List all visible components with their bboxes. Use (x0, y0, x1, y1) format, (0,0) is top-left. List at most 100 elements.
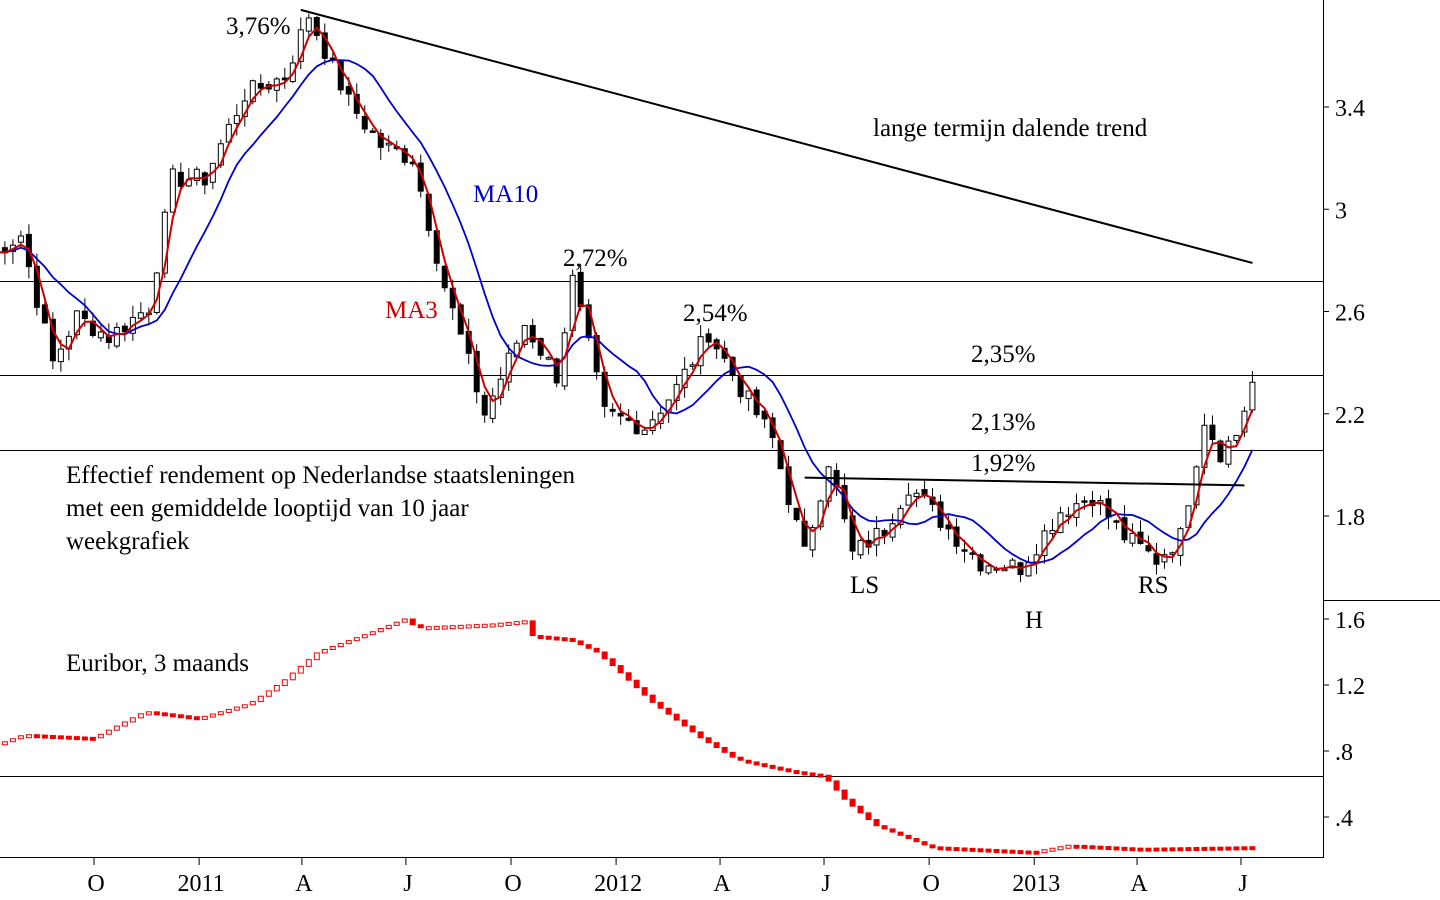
euribor-step (1137, 847, 1144, 852)
euribor-step (321, 648, 328, 654)
euribor-step (1185, 847, 1192, 852)
candle-body (609, 408, 616, 412)
candle-body (385, 142, 392, 146)
euribor-step (1017, 850, 1024, 855)
euribor-tick-label: 1.6 (1335, 608, 1365, 634)
candle-body (945, 524, 952, 530)
candle (201, 171, 208, 195)
euribor-step (1105, 846, 1112, 851)
candle (681, 356, 688, 398)
candle (857, 538, 864, 559)
candle (1017, 561, 1024, 583)
euribor-step (865, 812, 872, 821)
euribor-step (17, 735, 24, 740)
euribor-step (649, 694, 656, 703)
euribor-tick-label: .8 (1335, 740, 1353, 766)
neckline-label: 1,92% (971, 450, 1036, 477)
candles (1, 13, 1256, 583)
euribor-step (1073, 844, 1080, 849)
euribor-step (681, 719, 688, 727)
x-tick-label: 2012 (594, 871, 642, 897)
candle (545, 355, 552, 361)
candle-body (537, 337, 544, 356)
candle (281, 67, 288, 89)
euribor-step (441, 625, 448, 630)
candle (553, 357, 560, 388)
euribor-step (785, 768, 792, 773)
candle-body (1233, 434, 1240, 441)
euribor-step (105, 729, 112, 735)
euribor-step (33, 734, 40, 739)
euribor-step (353, 637, 360, 642)
candle-body (361, 116, 368, 130)
euribor-step (49, 734, 56, 739)
euribor-step (129, 717, 136, 723)
candle (385, 135, 392, 152)
candle-body (177, 171, 184, 187)
euribor-step (457, 624, 464, 629)
trendline-label: lange termijn dalende trend (873, 115, 1148, 142)
euribor-step (161, 712, 168, 717)
euribor-step (913, 837, 920, 843)
candle (905, 482, 912, 506)
euribor-step (1161, 847, 1168, 852)
euribor-step (833, 780, 840, 791)
candle-body (57, 348, 64, 363)
axis-ticks: 3.4 3 2.6 2.2 1.8 1.6 1.2 .8 .4 O 2011 A J O 2012 A J O 20… (87, 96, 1365, 897)
euribor-step (337, 643, 344, 648)
candle-body (81, 310, 88, 320)
euribor-step (289, 672, 296, 681)
candle (361, 105, 368, 134)
euribor-step (705, 737, 712, 744)
euribor-step (721, 746, 728, 753)
x-tick-label: J (821, 871, 830, 897)
candle-body (233, 115, 240, 124)
candle (49, 312, 56, 370)
candle-body (489, 395, 496, 419)
y-tick-label: 2.6 (1335, 301, 1365, 327)
euribor-step (793, 770, 800, 775)
candle-body (1009, 559, 1016, 569)
euribor-step (929, 844, 936, 849)
euribor-step (145, 711, 152, 716)
euribor-step (817, 773, 824, 778)
euribor-step (577, 640, 584, 646)
candle-body (1129, 532, 1136, 544)
ma3-label: MA3 (385, 297, 438, 324)
candle (1129, 523, 1136, 547)
candle-body (857, 539, 864, 556)
candle-body (1217, 440, 1224, 463)
candle (305, 13, 312, 39)
euribor-step (1177, 847, 1184, 852)
candle-body (985, 565, 992, 574)
candle (1217, 439, 1224, 464)
x-tick-label: A (1130, 871, 1148, 897)
candle-body (1041, 530, 1048, 557)
candle-body (1081, 500, 1088, 503)
candle (673, 375, 680, 411)
euribor-step (281, 679, 288, 687)
chart-title-line-1: Effectief rendement op Nederlandse staat… (66, 462, 576, 489)
euribor-step (1153, 847, 1160, 852)
candle (193, 166, 200, 186)
candle (1249, 371, 1256, 413)
euribor-step (961, 847, 968, 852)
euribor-step (273, 685, 280, 692)
candle (705, 328, 712, 347)
candle (529, 318, 536, 349)
candle-body (377, 133, 384, 148)
candle (1041, 524, 1048, 564)
euribor-step (177, 714, 184, 719)
euribor-step (969, 847, 976, 852)
euribor-step (713, 742, 720, 748)
level-label-213: 2,13% (971, 409, 1036, 436)
euribor-step (905, 834, 912, 839)
candle-body (577, 271, 584, 308)
euribor-step (481, 623, 488, 628)
euribor-step (641, 687, 648, 696)
candle (297, 17, 304, 70)
peak-label-2: 2,72% (563, 245, 628, 272)
x-tick-label: J (1238, 871, 1247, 897)
candle (377, 129, 384, 160)
euribor-step (1097, 845, 1104, 850)
